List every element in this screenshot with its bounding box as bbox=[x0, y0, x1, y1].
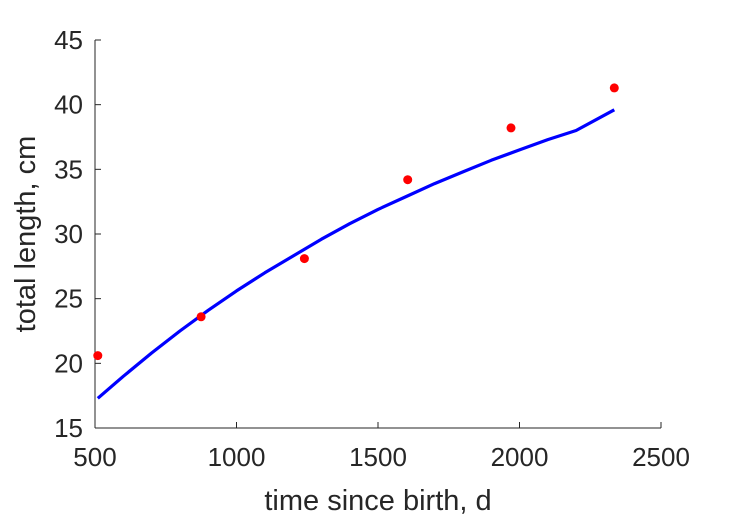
data-point bbox=[609, 83, 619, 93]
y-tick-label: 15 bbox=[54, 413, 83, 443]
y-tick-label: 30 bbox=[54, 219, 83, 249]
y-tick-label: 25 bbox=[54, 284, 83, 314]
x-ticks: 500 1000 1500 2000 2500 bbox=[73, 422, 690, 472]
x-tick-label: 2000 bbox=[491, 442, 549, 472]
fit-curve bbox=[96, 108, 616, 400]
data-point bbox=[196, 312, 206, 322]
y-ticks: 15 20 25 30 35 40 45 bbox=[54, 25, 101, 443]
y-axis-label: total length, cm bbox=[10, 136, 42, 333]
y-tick-label: 20 bbox=[54, 348, 83, 378]
data-point bbox=[93, 351, 103, 361]
x-tick-label: 1500 bbox=[349, 442, 407, 472]
y-tick-label: 45 bbox=[54, 25, 83, 55]
data-point bbox=[506, 123, 516, 133]
x-tick-label: 2500 bbox=[632, 442, 690, 472]
axes bbox=[94, 40, 661, 429]
y-tick-label: 40 bbox=[54, 90, 83, 120]
y-tick-label: 35 bbox=[54, 154, 83, 184]
x-axis-label: time since birth, d bbox=[264, 485, 491, 517]
data-point bbox=[403, 175, 413, 185]
x-tick-label: 500 bbox=[73, 442, 116, 472]
data-point bbox=[299, 254, 309, 264]
series-layer bbox=[93, 83, 619, 400]
x-tick-label: 1000 bbox=[208, 442, 266, 472]
